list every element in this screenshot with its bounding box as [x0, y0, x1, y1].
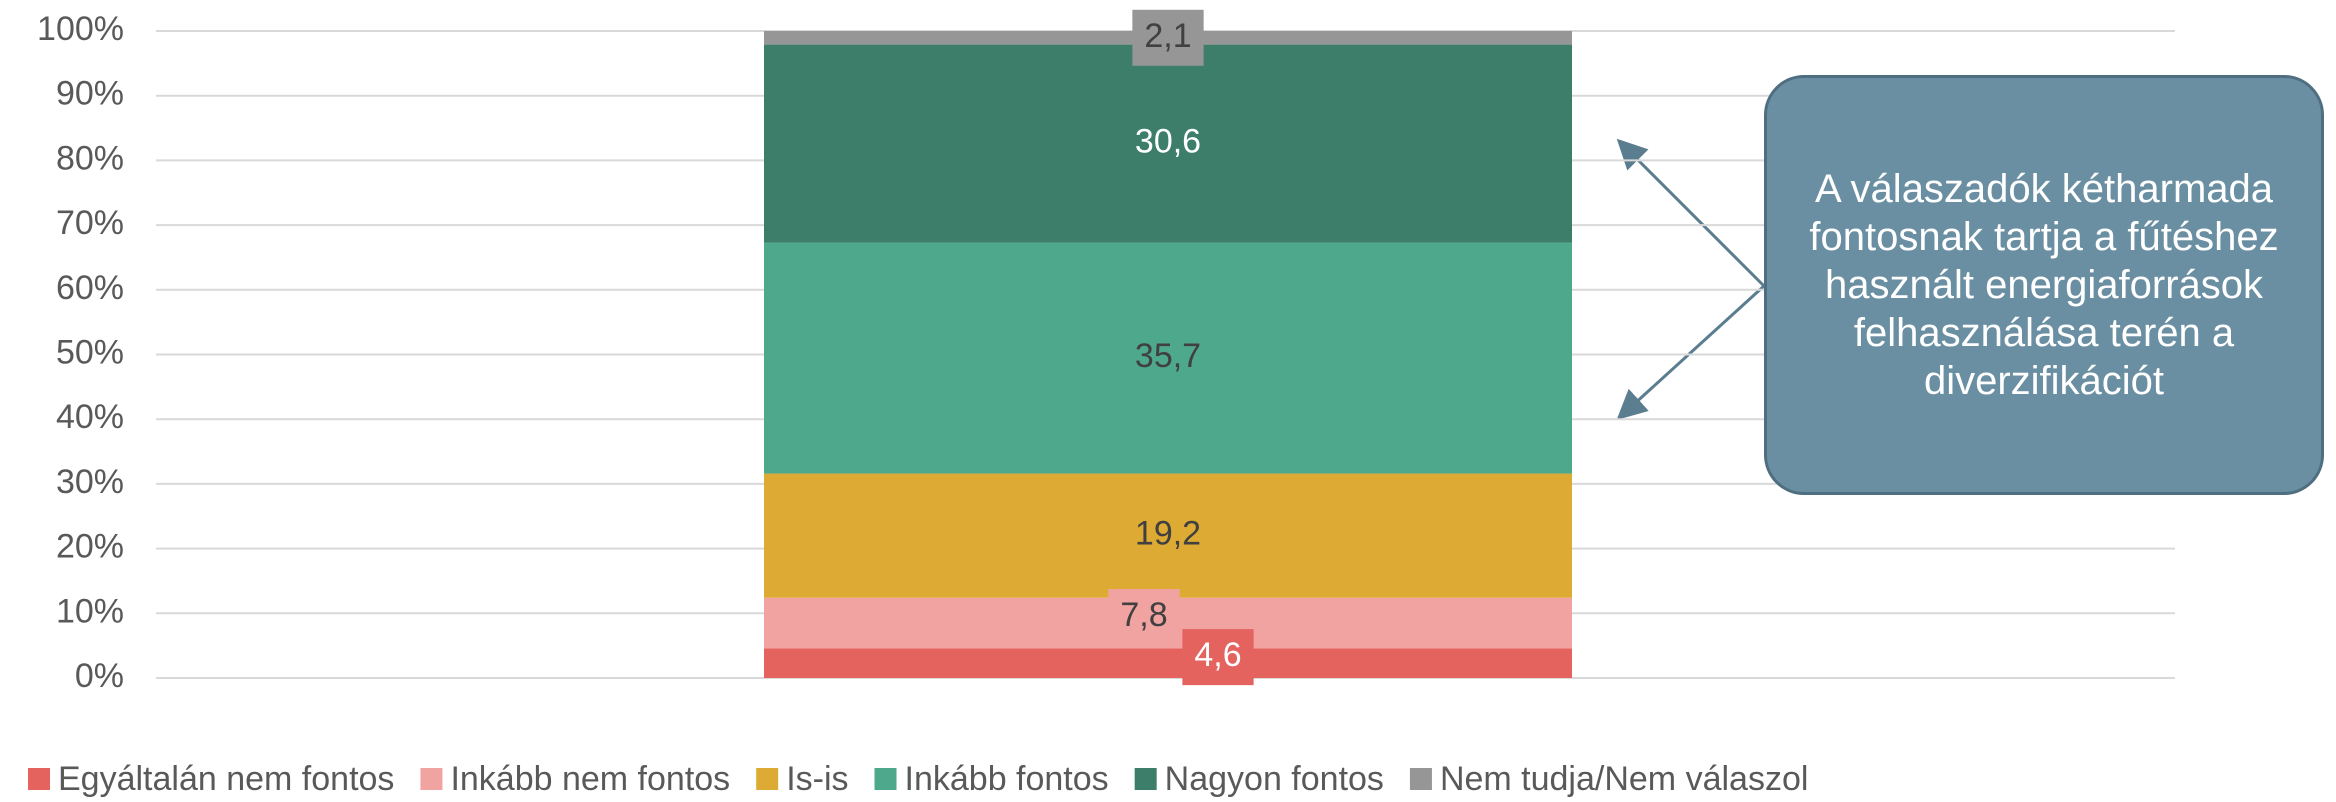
legend-label: Inkább fontos	[905, 760, 1109, 798]
data-label: 4,6	[1194, 636, 1241, 674]
legend-swatch	[756, 768, 779, 790]
y-tick-label: 20%	[56, 528, 124, 566]
y-tick-label: 50%	[56, 333, 124, 371]
bar-segment	[764, 648, 1572, 678]
arrow	[1616, 284, 1766, 421]
y-tick-label: 100%	[37, 10, 124, 48]
legend-label: Inkább nem fontos	[450, 760, 730, 798]
data-label: 7,8	[1120, 596, 1167, 634]
legend-swatch	[1409, 768, 1432, 790]
y-tick-label: 10%	[56, 592, 124, 630]
callout: A válaszadók kétharmada fontosnak tartja…	[1764, 75, 2324, 495]
data-label: 35,7	[1135, 337, 1201, 375]
data-label: 2,1	[1144, 17, 1191, 55]
y-tick-label: 60%	[56, 269, 124, 307]
data-label: 30,6	[1135, 123, 1201, 161]
y-tick-label: 40%	[56, 398, 124, 436]
legend-swatch	[1134, 768, 1157, 790]
y-tick-label: 90%	[56, 75, 124, 113]
label-background	[1132, 9, 1204, 66]
y-tick-label: 30%	[56, 463, 124, 501]
y-tick-label: 0%	[75, 657, 124, 695]
bar-segment	[764, 473, 1572, 598]
y-tick-label: 80%	[56, 139, 124, 177]
data-label: 19,2	[1135, 515, 1201, 553]
arrow	[1616, 138, 1766, 288]
y-tick-label: 70%	[56, 204, 124, 242]
legend-label: Nem tudja/Nem válaszol	[1440, 760, 1808, 798]
legend-label: Is-is	[786, 760, 848, 798]
legend-label: Egyáltalán nem fontos	[58, 760, 394, 798]
legend-swatch	[28, 768, 50, 790]
label-background	[1108, 589, 1180, 646]
bar-segment	[764, 242, 1572, 474]
legend-label: Nagyon fontos	[1165, 760, 1384, 798]
bar-segment	[764, 44, 1572, 243]
legend-swatch	[420, 768, 443, 790]
legend-swatch	[874, 768, 897, 790]
label-background	[1182, 629, 1254, 686]
